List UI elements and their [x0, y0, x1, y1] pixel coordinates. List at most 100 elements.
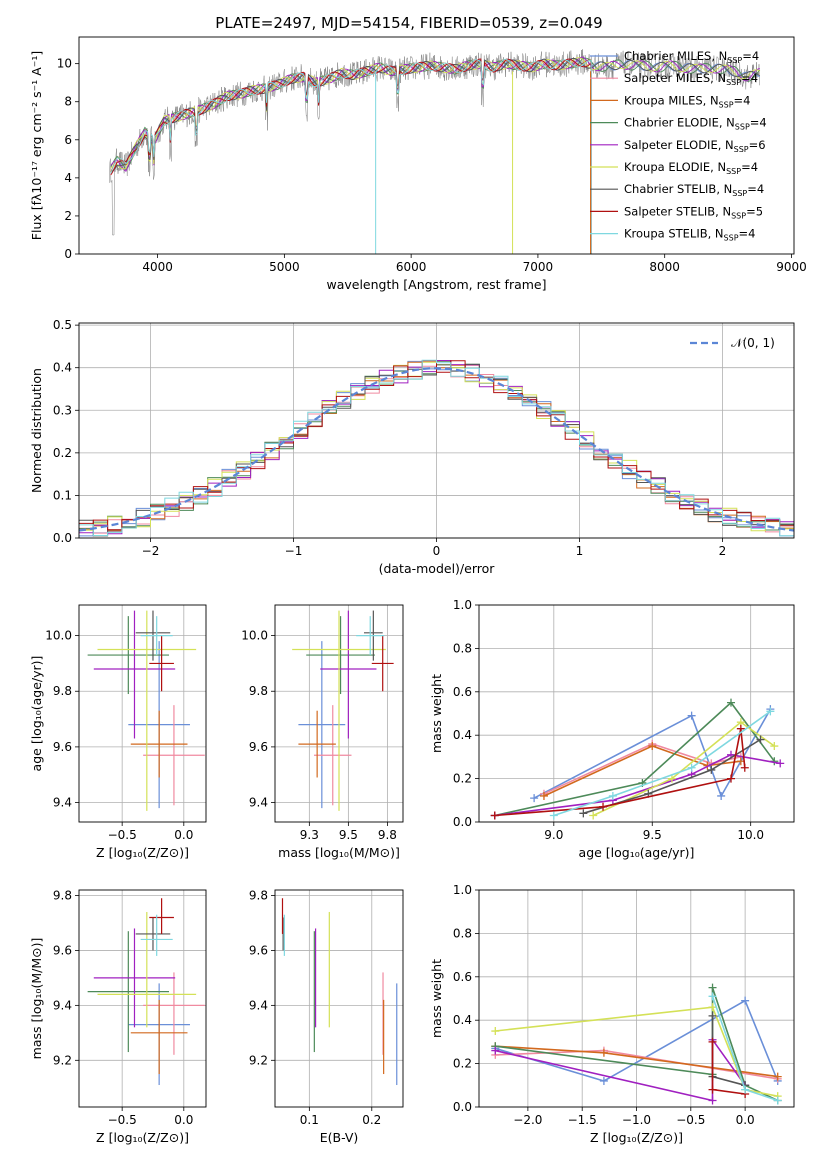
- x-tick-label: 5000: [269, 260, 300, 274]
- error-cross: [298, 710, 336, 778]
- model-line: [110, 58, 592, 254]
- x-axis-label: age [log₁₀(age/yr)]: [579, 845, 695, 860]
- data-point-marker: [770, 742, 779, 751]
- data-point-marker: [687, 763, 696, 772]
- y-tick-label: 0: [64, 247, 72, 261]
- weight-series: [708, 992, 782, 1105]
- data-point-marker: [773, 1072, 782, 1081]
- error-cross: [97, 610, 197, 811]
- data-point-marker: [491, 1027, 500, 1036]
- y-tick-label: 10.0: [241, 629, 268, 643]
- y-axis-label: age [log₁₀(age/yr)]: [29, 656, 44, 772]
- x-tick-label: −1: [285, 544, 303, 558]
- y-tick-label: 9.2: [249, 1053, 268, 1067]
- legend-label: Salpeter ELODIE, NSSP=6: [624, 138, 766, 154]
- axes-frame: [78, 322, 795, 539]
- error-cross: [130, 710, 188, 778]
- y-axis-label: mass [log₁₀(M/M⊙)]: [29, 938, 44, 1060]
- grid-lines: [275, 890, 403, 1107]
- legend-label: Salpeter MILES, NSSP=4: [624, 71, 758, 87]
- y-tick-label: 0.2: [53, 446, 72, 460]
- model-line: [110, 56, 760, 172]
- y-tick-label: 0.2: [453, 1057, 472, 1071]
- model-line: [110, 57, 761, 170]
- legend-label: Chabrier ELODIE, NSSP=4: [624, 116, 767, 132]
- legend-label: Kroupa MILES, NSSP=4: [624, 93, 750, 109]
- x-tick-label: 0.0: [174, 1113, 193, 1127]
- plot-area: [491, 983, 782, 1105]
- grid-lines: [79, 890, 206, 1107]
- error-cross: [140, 914, 173, 956]
- data-point-marker: [756, 735, 765, 744]
- data-point-marker: [599, 1076, 608, 1085]
- y-tick-label: 0.4: [53, 361, 72, 375]
- x-tick-label: 4000: [142, 260, 173, 274]
- y-tick-label: 9.2: [53, 1053, 72, 1067]
- spectrum-data-line: [109, 49, 760, 236]
- y-tick-label: 10.0: [45, 629, 72, 643]
- weight-series: [490, 724, 749, 820]
- plot-area: [78, 359, 795, 537]
- weight-series: [708, 1037, 750, 1098]
- y-axis-label: Flux [fλ10⁻¹⁷ erg cm⁻² s⁻¹ A⁻¹]: [29, 51, 44, 240]
- x-axis-label: E(B-V): [320, 1130, 359, 1145]
- legend-label: Chabrier MILES, NSSP=4: [624, 49, 759, 65]
- data-point-marker: [530, 794, 539, 803]
- data-point-marker: [766, 707, 775, 716]
- data-point-marker: [776, 759, 785, 768]
- plot-area: [87, 898, 205, 1086]
- x-tick-label: 0.1: [300, 1113, 319, 1127]
- x-tick-label: 8000: [649, 260, 680, 274]
- axes-frame: [274, 604, 404, 823]
- y-tick-label: 4: [64, 171, 72, 185]
- data-point-marker: [741, 996, 750, 1005]
- y-tick-label: 9.6: [249, 943, 268, 957]
- axes-frame: [274, 889, 404, 1108]
- error-cross: [298, 641, 346, 809]
- x-tick-label: 9000: [776, 260, 807, 274]
- x-tick-label: −0.5: [108, 1113, 137, 1127]
- panel-residuals: −2 −1 0 1 2 0.0 0.1 0.2 0.3 0.4 0.5 (data-model)/er…: [29, 318, 795, 576]
- data-point-marker: [717, 791, 726, 800]
- x-tick-label: −2.0: [513, 1113, 542, 1127]
- error-cross: [93, 928, 176, 1028]
- y-tick-label: 0.0: [453, 1100, 472, 1114]
- y-tick-label: 9.4: [53, 998, 72, 1012]
- x-tick-label: 0.0: [174, 828, 193, 842]
- legend-label: Kroupa STELIB, NSSP=4: [624, 227, 755, 243]
- x-tick-label: 0.0: [736, 1113, 755, 1127]
- data-point-marker: [708, 1096, 717, 1105]
- y-tick-label: 9.6: [249, 740, 268, 754]
- y-tick-label: 8: [64, 95, 72, 109]
- figure-title: PLATE=2497, MJD=54154, FIBERID=0539, z=0…: [215, 14, 602, 32]
- panel-weight-vs-Z: −2.0 −1.5 −1.0 −0.5 0.0 0.0 0.2 0.4 0.6 0.8 1.0 Z […: [429, 883, 795, 1145]
- x-tick-label: −1.5: [568, 1113, 597, 1127]
- data-point-marker: [608, 791, 617, 800]
- panel-mass-vs-EBV: 0.1 0.2 9.2 9.4 9.6 9.8 E(B-V): [249, 888, 404, 1145]
- panel-age-vs-Z: −0.5 0.0 9.4 9.6 9.8 10.0 Z [log₁₀(Z/Z⊙)] age […: [29, 604, 207, 860]
- axes-frame: [478, 604, 795, 823]
- data-point-marker: [773, 1096, 782, 1105]
- grid-lines: [479, 604, 794, 823]
- y-tick-label: 1.0: [453, 883, 472, 897]
- y-tick-label: 2: [64, 209, 72, 223]
- data-point-marker: [490, 811, 499, 820]
- series-line: [592, 721, 775, 817]
- y-axis-label: mass weight: [429, 959, 444, 1038]
- x-tick-label: 1: [576, 544, 584, 558]
- x-axis-label: Z [log₁₀(Z/Z⊙)]: [96, 845, 189, 860]
- axes-frame: [78, 604, 207, 823]
- weight-series: [549, 707, 775, 820]
- error-cross: [135, 917, 171, 951]
- error-cross: [356, 616, 385, 656]
- x-tick-label: −1.0: [622, 1113, 651, 1127]
- legend-label: 𝒩(0, 1): [731, 336, 775, 350]
- y-tick-label: 9.8: [53, 888, 72, 902]
- legend-label: Salpeter STELIB, NSSP=5: [624, 204, 763, 220]
- x-axis-label: mass [log₁₀(M/M⊙)]: [278, 845, 400, 860]
- y-tick-label: 9.6: [53, 943, 72, 957]
- x-tick-label: 6000: [396, 260, 427, 274]
- plot-area: [292, 610, 394, 811]
- axes-frame: [478, 889, 795, 1108]
- legend-label: Kroupa ELODIE, NSSP=4: [624, 160, 758, 176]
